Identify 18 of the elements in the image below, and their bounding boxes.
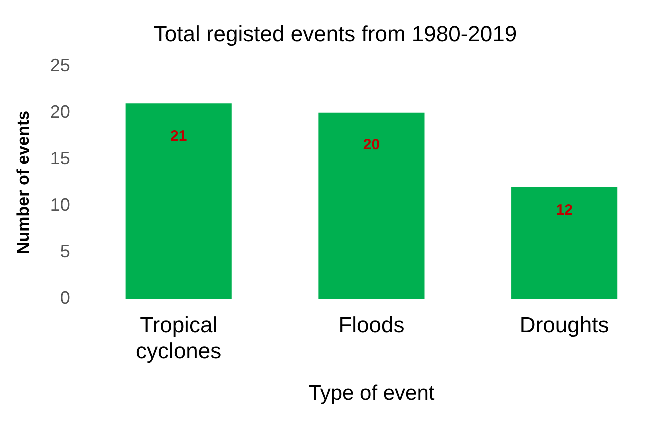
x-tick-label: Tropical cyclones (136, 312, 222, 364)
chart-title: Total registed events from 1980-2019 (154, 21, 518, 46)
bar (126, 104, 232, 299)
x-tick-label: Floods (338, 312, 405, 338)
y-tick-label: 25 (50, 55, 70, 76)
bar (318, 112, 425, 299)
y-tick-label: 20 (50, 102, 70, 122)
x-axis-title: Type of event (308, 382, 435, 406)
y-tick-label: 10 (50, 194, 70, 215)
y-tick-label: 5 (60, 241, 70, 262)
y-tick-label: 0 (60, 288, 70, 308)
y-tick-label: 15 (50, 148, 70, 168)
x-tick-label: Droughts (520, 312, 610, 338)
y-axis-title: Number of events (14, 110, 33, 254)
bar (512, 187, 618, 299)
data-label: 12 (556, 202, 573, 219)
data-label: 20 (363, 136, 380, 154)
data-label: 21 (170, 128, 188, 146)
